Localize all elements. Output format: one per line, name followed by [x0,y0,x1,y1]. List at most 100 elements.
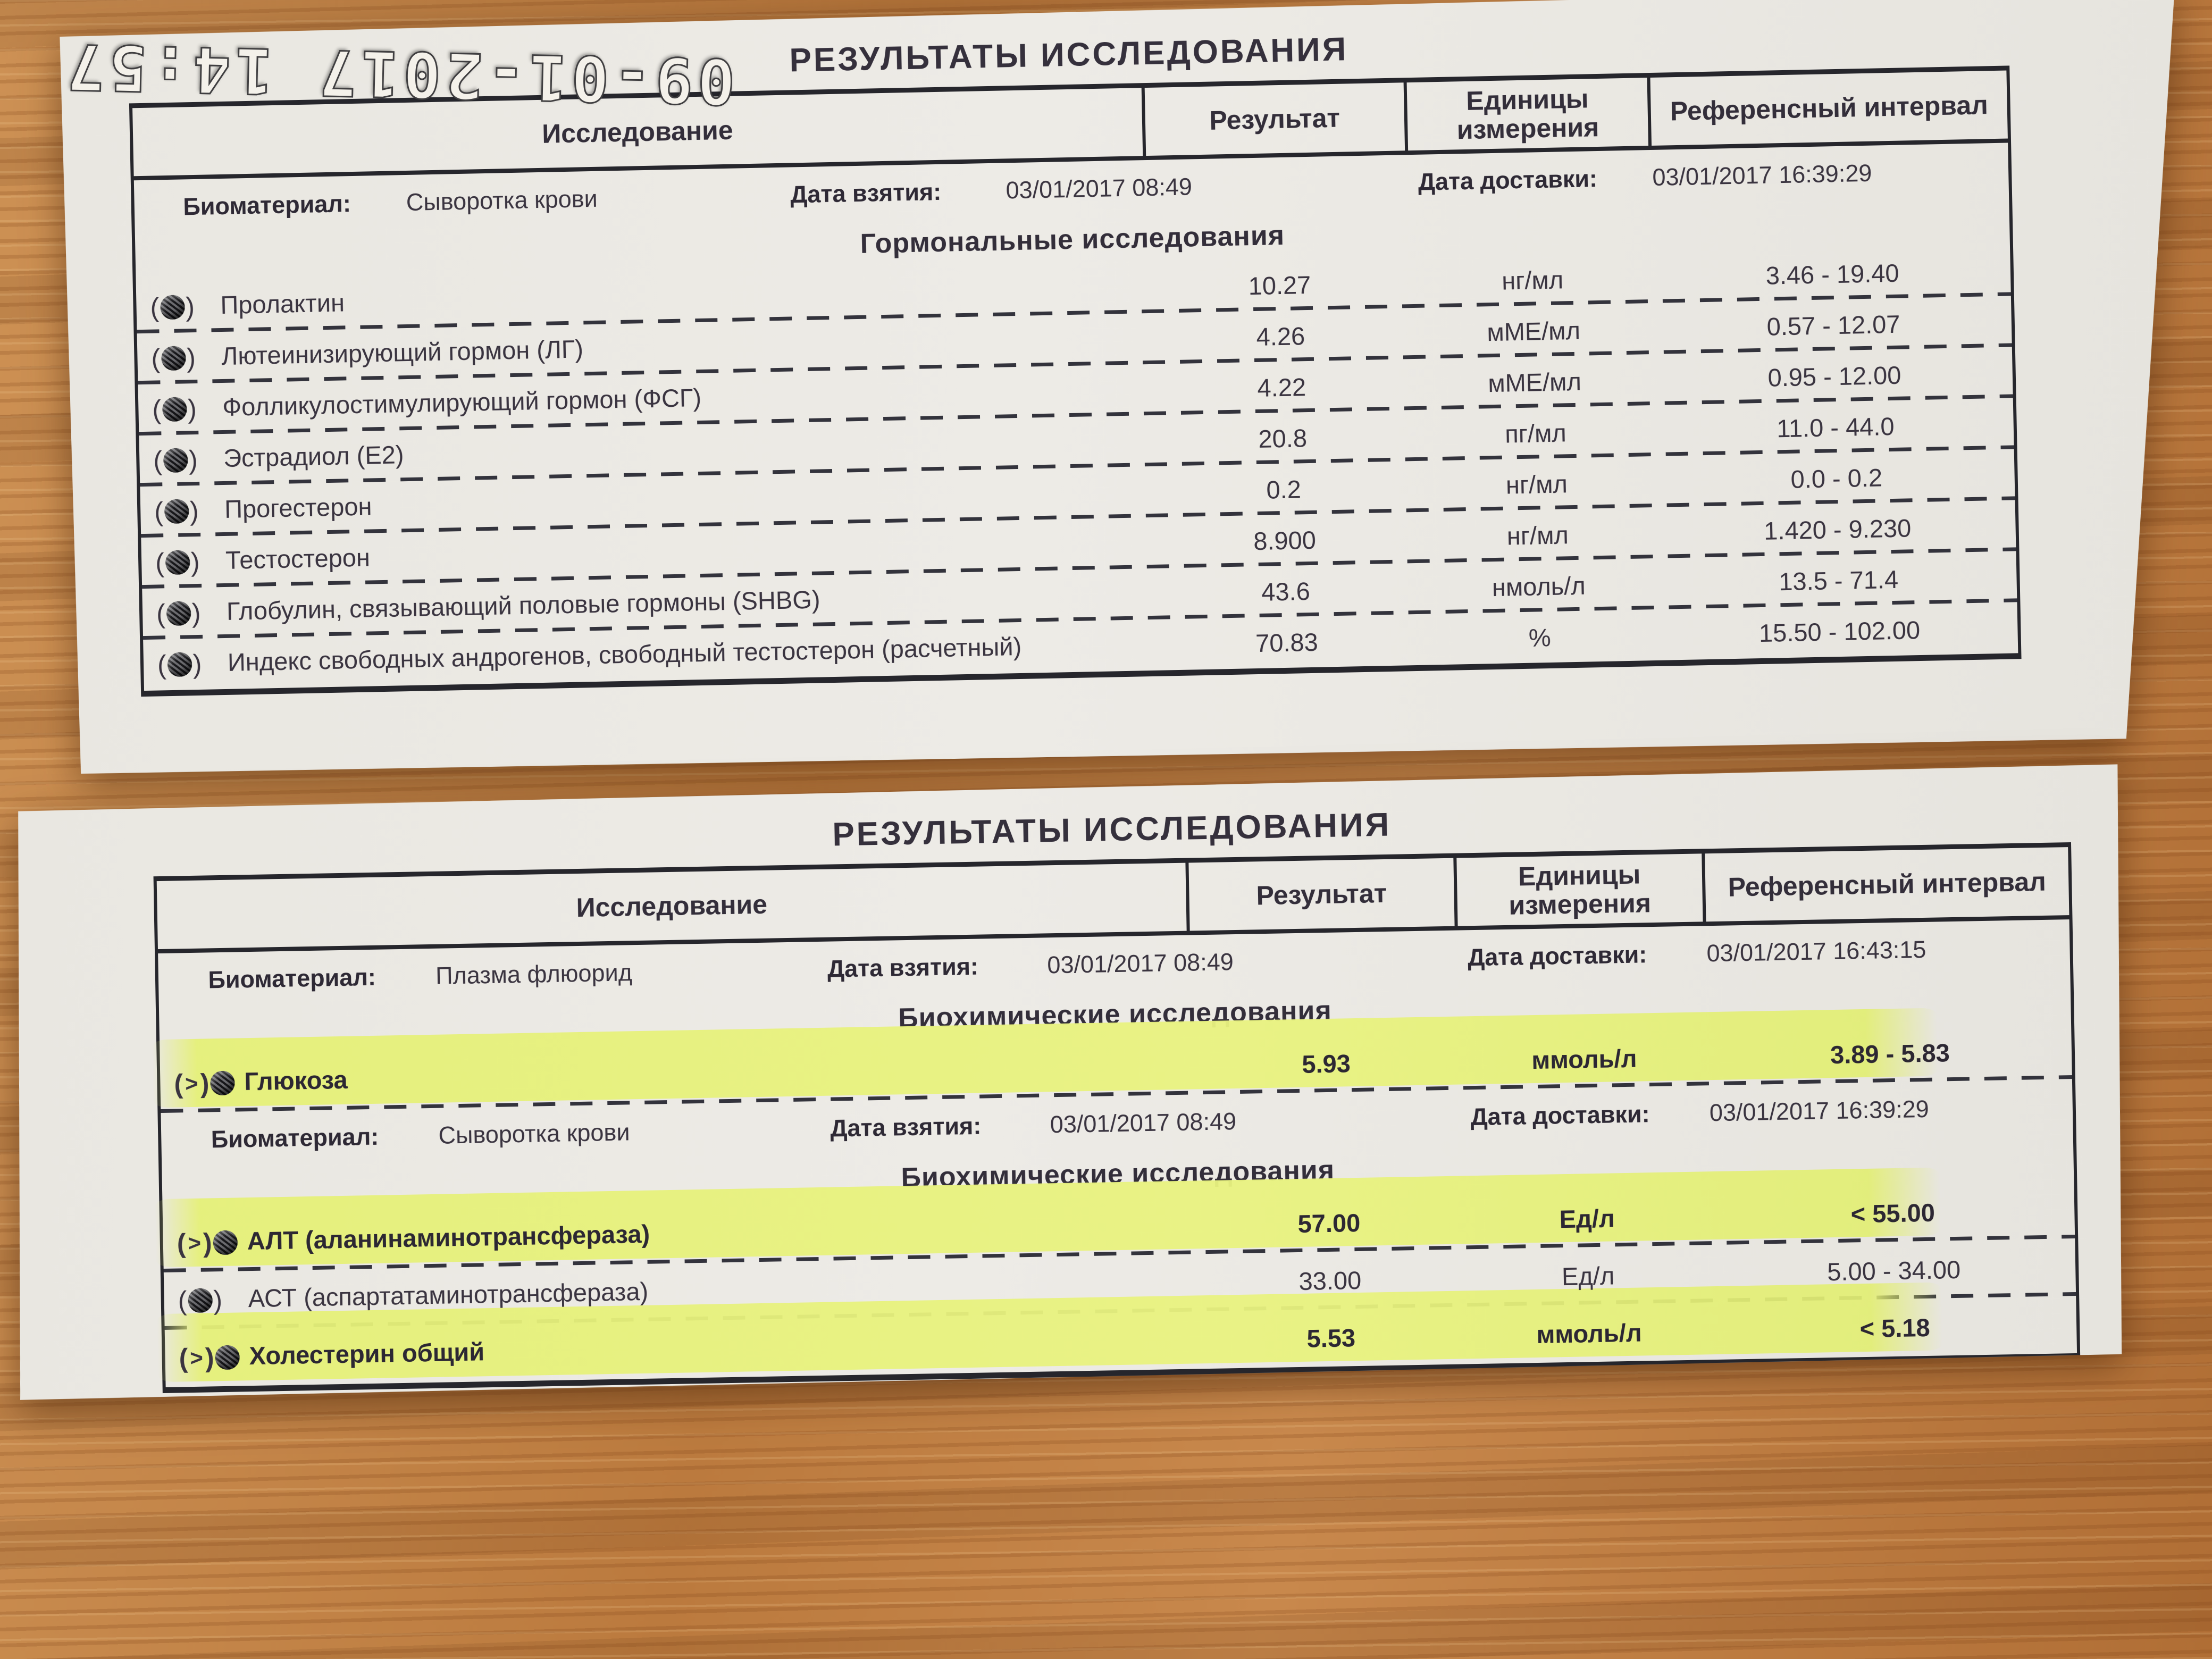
test-unit: % [1528,623,1552,652]
date-taken-label: Дата взятия: [790,178,942,208]
biomaterial-value: Плазма флюорид [435,959,633,990]
open-paren: ( [179,1343,188,1373]
test-name: АСТ (аспартатаминотрансфераза) [248,1277,649,1312]
flag-marker: () [178,1284,222,1317]
test-unit: Ед/л [1559,1203,1615,1233]
flag-marker: () [154,495,199,528]
test-reference-interval: 0.95 - 12.00 [1767,361,1901,392]
test-result: 4.22 [1257,372,1306,402]
open-paren: ( [173,1069,183,1099]
close-paren: ) [213,1285,223,1316]
top-sheet-wrapper: РЕЗУЛЬТАТЫ ИССЛЕДОВАНИЯ Исследование Рез… [60,0,2199,780]
biomaterial-value: Сыворотка крови [406,185,598,216]
test-result: 8.900 [1253,525,1317,555]
close-paren: ) [200,1068,210,1099]
sphere-icon [165,550,190,575]
test-name: АЛТ (аланинаминотрансфераза) [247,1219,650,1255]
open-paren: ( [154,497,164,527]
test-unit: Ед/л [1561,1261,1615,1291]
results-table: Исследование Результат Единицы измерения… [129,65,2022,697]
test-reference-interval: 3.46 - 19.40 [1765,258,1900,290]
camera-timestamp: 09-01-2017 14:57 [61,29,736,119]
sphere-icon [210,1071,235,1096]
sphere-icon [161,346,186,371]
flag-marker: () [157,648,202,681]
test-result: 0.2 [1266,474,1302,504]
close-paren: ) [205,1343,215,1373]
test-result: 57.00 [1297,1208,1361,1238]
flag-marker: () [153,444,198,477]
date-delivery-label: Дата доставки: [1418,165,1598,196]
test-name: Холестерин общий [249,1337,485,1370]
test-name: Эстрадиол (Е2) [223,440,404,472]
test-name: Тестостерон [225,543,371,574]
test-unit: нмоль/л [1492,571,1586,601]
test-reference-interval: 1.420 - 9.230 [1763,513,1912,545]
open-paren: ( [150,292,160,323]
results-table: Исследование Результат Единицы измерения… [154,842,2081,1393]
test-reference-interval: < 55.00 [1850,1198,1936,1228]
date-delivery-value: 03/01/2017 16:39:29 [1652,159,1872,191]
sphere-icon [215,1345,240,1370]
biomaterial-label: Биоматериал: [182,190,351,221]
flag-marker: () [152,393,197,426]
open-paren: ( [152,395,162,425]
table-body: Биоматериал: Сыворотка крови Дата взятия: 0… [134,143,2018,691]
greater-than-symbol: > [189,1345,204,1370]
table-body: Биоматериал: Плазма флюорид Дата взятия: 03… [158,919,2077,1387]
report-content: РЕЗУЛЬТАТЫ ИССЛЕДОВАНИЯ Исследование Рез… [153,786,2081,1393]
date-taken-value: 03/01/2017 08:49 [1006,173,1193,204]
test-unit: пг/мл [1504,418,1567,448]
flag-marker: (>) [174,1067,235,1100]
close-paren: ) [188,445,198,475]
test-reference-interval: < 5.18 [1859,1313,1931,1343]
date-taken-value: 03/01/2017 08:49 [1050,1108,1237,1138]
test-reference-interval: 0.0 - 0.2 [1790,463,1883,493]
test-unit: мМЕ/мл [1486,316,1581,346]
open-paren: ( [177,1228,186,1259]
test-unit: мМЕ/мл [1487,367,1582,397]
test-result: 10.27 [1248,270,1311,300]
test-name: Пролактин [220,288,345,319]
date-taken-label: Дата взятия: [827,952,979,983]
date-delivery-label: Дата доставки: [1470,1100,1650,1131]
open-paren: ( [150,343,161,374]
close-paren: ) [186,342,196,373]
close-paren: ) [203,1228,213,1258]
open-paren: ( [155,548,165,578]
test-name: Глобулин, связывающий половые гормоны (S… [226,585,820,625]
column-header-research: Исследование [157,863,1190,950]
sphere-icon [162,397,187,422]
test-reference-interval: 5.00 - 34.00 [1826,1255,1961,1286]
close-paren: ) [192,649,202,680]
sphere-icon [160,295,185,320]
test-result: 4.26 [1256,321,1305,351]
biomaterial-value: Сыворотка крови [438,1118,630,1149]
greater-than-symbol: > [188,1230,202,1255]
test-reference-interval: 0.57 - 12.07 [1766,309,1900,341]
flag-marker: (>) [177,1226,238,1259]
date-delivery-value: 03/01/2017 16:43:15 [1706,935,1926,967]
test-name: Прогестерон [224,492,372,523]
lab-report-sheet-hormones: РЕЗУЛЬТАТЫ ИССЛЕДОВАНИЯ Исследование Рез… [60,0,2199,780]
date-delivery-label: Дата доставки: [1467,941,1647,971]
close-paren: ) [190,547,200,577]
close-paren: ) [189,496,199,526]
test-unit: ммоль/л [1531,1044,1637,1074]
flag-marker: () [150,291,195,324]
flag-marker: () [151,342,196,375]
biomaterial-label: Биоматериал: [208,963,376,994]
test-result: 70.83 [1255,627,1319,657]
flag-marker: () [156,597,201,630]
column-header-reference: Референсный интервал [1728,866,2047,902]
test-unit: нг/мл [1505,469,1568,499]
sphere-icon [166,601,191,626]
test-name: Лютеинизирующий гормон (ЛГ) [221,334,584,370]
test-name: Индекс свободных андрогенов, свободный т… [227,632,1022,676]
close-paren: ) [187,393,197,424]
column-header-reference: Референсный интервал [1670,90,1989,127]
open-paren: ( [153,446,163,476]
test-result: 20.8 [1258,423,1308,453]
column-header-result: Результат [1189,858,1457,931]
test-reference-interval: 15.50 - 102.00 [1758,615,1921,647]
